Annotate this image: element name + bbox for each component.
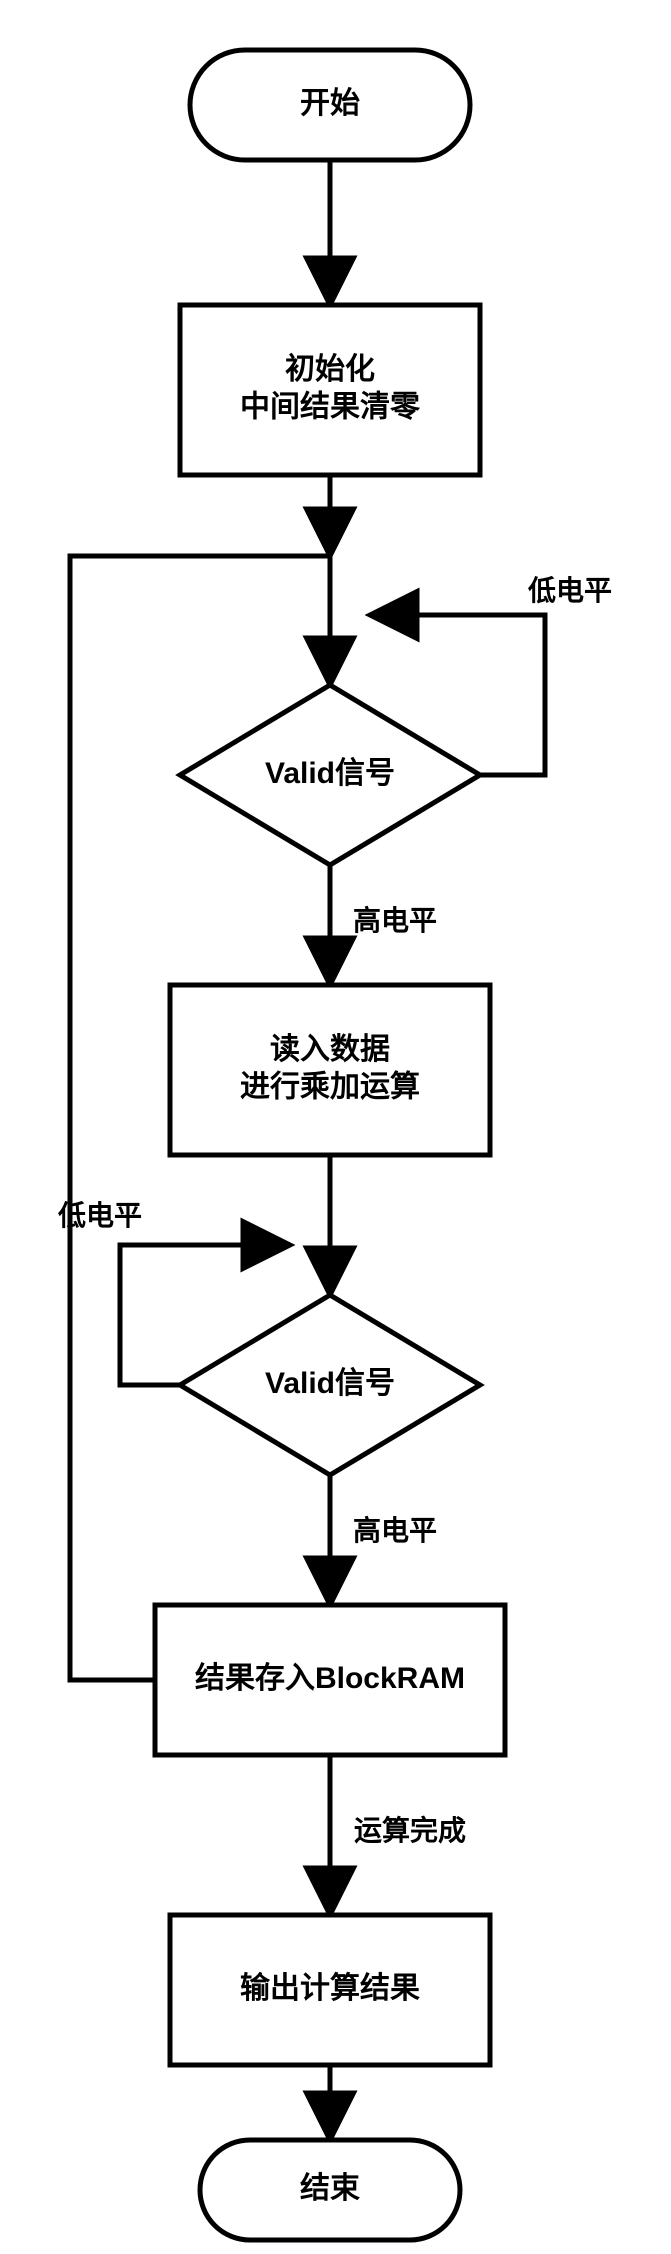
node-valid1: Valid信号 [180, 685, 480, 865]
node-label: 开始 [300, 87, 360, 120]
node-valid2: Valid信号 [180, 1295, 480, 1475]
node-label: 读入数据 [270, 1033, 390, 1066]
node-label: 中间结果清零 [240, 391, 421, 424]
edge-label: 高电平 [353, 1515, 437, 1546]
node-output: 输出计算结果 [170, 1915, 490, 2065]
edge-label: 高电平 [353, 905, 437, 936]
node-start: 开始 [190, 50, 470, 160]
node-read: 读入数据进行乘加运算 [170, 985, 490, 1155]
node-label: 进行乘加运算 [240, 1070, 420, 1104]
node-label: 结束 [300, 2172, 360, 2205]
node-label: 初始化 [285, 353, 375, 386]
flowchart-canvas: 低电平高电平低电平高电平运算完成开始初始化中间结果清零Valid信号读入数据进行… [0, 0, 671, 2254]
node-store: 结果存入BlockRAM [155, 1605, 505, 1755]
node-label: Valid信号 [265, 757, 395, 790]
edge-label: 低电平 [527, 575, 612, 606]
node-label: 输出计算结果 [240, 1971, 420, 2005]
node-label: Valid信号 [265, 1367, 395, 1400]
node-end: 结束 [200, 2140, 460, 2240]
node-label: 结果存入BlockRAM [195, 1662, 465, 1695]
edge-label: 运算完成 [354, 1814, 466, 1846]
node-init: 初始化中间结果清零 [180, 305, 480, 475]
